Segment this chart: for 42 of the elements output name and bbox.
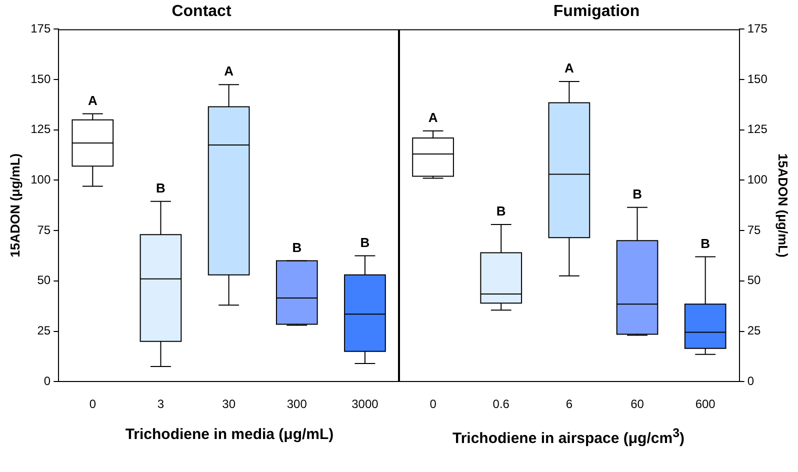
y-tick-label: 125 xyxy=(30,122,51,136)
annotation: B xyxy=(360,234,370,250)
x-tick-label: 0.6 xyxy=(492,397,510,412)
y-tick-label: 100 xyxy=(747,172,768,187)
y-tick-label: 25 xyxy=(37,324,51,338)
y-tick-label: 150 xyxy=(30,72,51,86)
x-tick-label: 300 xyxy=(286,397,308,412)
chart-title: Contact xyxy=(172,3,232,20)
y-tick-label: 75 xyxy=(37,222,51,237)
annotation: A xyxy=(564,60,574,76)
chart-title: Fumigation xyxy=(553,3,640,20)
x-tick-label: 0 xyxy=(430,397,437,412)
y-tick-label: 50 xyxy=(37,273,51,288)
y-tick-label: 175 xyxy=(30,22,51,36)
annotation: B xyxy=(632,186,642,202)
y-tick-label: 75 xyxy=(747,222,762,237)
x-tick-label: 3 xyxy=(157,397,164,412)
y-tick-label: 0 xyxy=(44,374,51,388)
y-tick-label: 175 xyxy=(747,22,768,36)
x-axis-title: Trichodiene in airspace (μg/cm$^{3}$) xyxy=(451,426,686,447)
x-tick-label: 600 xyxy=(695,397,716,412)
annotation: A xyxy=(88,92,98,108)
x-tick-label: 30 xyxy=(222,397,236,412)
x-tick-label: 0 xyxy=(89,397,96,412)
annotation: B xyxy=(156,180,166,196)
annotation: A xyxy=(224,64,234,79)
x-tick-label: 60 xyxy=(630,397,644,412)
y-axis-title: 15ADON (μg/mL) xyxy=(7,153,22,258)
y-tick-label: 0 xyxy=(747,374,754,388)
x-axis-title: Trichodiene in media (μg/mL) xyxy=(124,426,335,443)
annotation: B xyxy=(292,240,302,255)
y-tick-label: 150 xyxy=(747,72,768,86)
y-tick-label: 125 xyxy=(747,122,768,136)
annotation: A xyxy=(428,110,438,125)
annotation: B xyxy=(496,204,506,219)
y-tick-label: 100 xyxy=(30,172,51,187)
y-tick-label: 25 xyxy=(747,324,762,338)
x-tick-label: 3000 xyxy=(352,397,379,412)
annotation: B xyxy=(700,236,710,251)
y-tick-label: 50 xyxy=(747,273,762,288)
y-axis-title: 15ADON (μg/mL) xyxy=(776,153,791,258)
x-tick-label: 6 xyxy=(566,397,573,412)
